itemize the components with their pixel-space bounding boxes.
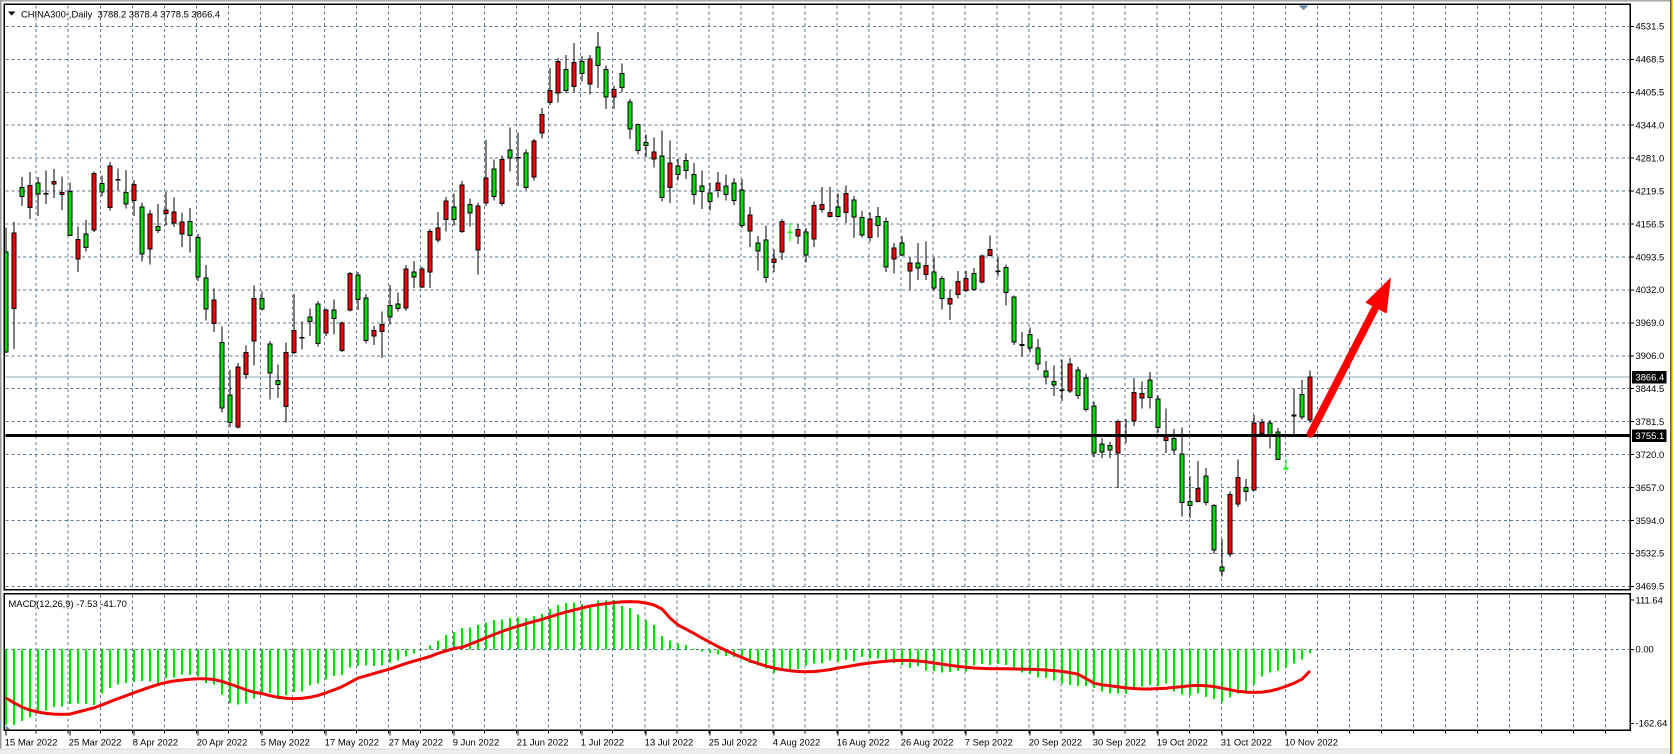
svg-text:4 Aug 2022: 4 Aug 2022 — [773, 737, 820, 748]
svg-text:0.00: 0.00 — [1636, 644, 1654, 655]
svg-text:4093.5: 4093.5 — [1636, 251, 1665, 262]
svg-text:3755.1: 3755.1 — [1636, 430, 1665, 441]
svg-text:13 Jul 2022: 13 Jul 2022 — [645, 737, 693, 748]
svg-text:4405.5: 4405.5 — [1636, 87, 1665, 98]
svg-text:5 May 2022: 5 May 2022 — [261, 737, 310, 748]
svg-text:MACD(12,26,9) -7.53 -41.70: MACD(12,26,9) -7.53 -41.70 — [9, 598, 127, 609]
svg-text:27 May 2022: 27 May 2022 — [389, 737, 443, 748]
svg-text:20 Sep 2022: 20 Sep 2022 — [1029, 737, 1082, 748]
svg-text:31 Oct 2022: 31 Oct 2022 — [1221, 737, 1272, 748]
svg-text:8 Apr 2022: 8 Apr 2022 — [133, 737, 178, 748]
svg-text:20 Apr 2022: 20 Apr 2022 — [197, 737, 248, 748]
svg-text:4468.5: 4468.5 — [1636, 54, 1665, 65]
svg-text:4032.0: 4032.0 — [1636, 284, 1665, 295]
svg-text:3844.5: 3844.5 — [1636, 383, 1665, 394]
svg-text:25 Jul 2022: 25 Jul 2022 — [709, 737, 757, 748]
svg-text:3720.0: 3720.0 — [1636, 449, 1665, 460]
svg-text:21 Jun 2022: 21 Jun 2022 — [517, 737, 569, 748]
svg-text:9 Jun 2022: 9 Jun 2022 — [453, 737, 499, 748]
svg-text:10 Nov 2022: 10 Nov 2022 — [1285, 737, 1338, 748]
svg-text:3969.0: 3969.0 — [1636, 317, 1665, 328]
svg-text:7 Sep 2022: 7 Sep 2022 — [965, 737, 1013, 748]
svg-text:3906.0: 3906.0 — [1636, 350, 1665, 361]
svg-text:1 Jul 2022: 1 Jul 2022 — [581, 737, 624, 748]
svg-text:26 Aug 2022: 26 Aug 2022 — [901, 737, 954, 748]
svg-text:19 Oct 2022: 19 Oct 2022 — [1157, 737, 1208, 748]
svg-text:3594.0: 3594.0 — [1636, 515, 1665, 526]
svg-text:111.64: 111.64 — [1636, 594, 1663, 605]
svg-text:-162.64: -162.64 — [1636, 718, 1668, 729]
svg-text:25 Mar 2022: 25 Mar 2022 — [69, 737, 122, 748]
svg-text:30 Sep 2022: 30 Sep 2022 — [1093, 737, 1146, 748]
svg-text:3469.5: 3469.5 — [1636, 581, 1665, 592]
svg-text:CHINA300-,Daily 3788.2 3878.4: CHINA300-,Daily 3788.2 3878.4 3778.5 386… — [21, 8, 220, 19]
svg-text:3532.5: 3532.5 — [1636, 548, 1665, 559]
svg-text:4156.5: 4156.5 — [1636, 218, 1665, 229]
svg-text:4281.0: 4281.0 — [1636, 153, 1665, 164]
svg-text:3866.4: 3866.4 — [1636, 372, 1665, 383]
svg-text:4531.5: 4531.5 — [1636, 21, 1665, 32]
svg-text:16 Aug 2022: 16 Aug 2022 — [837, 737, 890, 748]
svg-text:4219.5: 4219.5 — [1636, 185, 1665, 196]
svg-text:3781.5: 3781.5 — [1636, 416, 1665, 427]
svg-text:4344.0: 4344.0 — [1636, 120, 1665, 131]
svg-text:3657.0: 3657.0 — [1636, 482, 1665, 493]
svg-text:17 May 2022: 17 May 2022 — [325, 737, 379, 748]
svg-text:15 Mar 2022: 15 Mar 2022 — [5, 737, 58, 748]
